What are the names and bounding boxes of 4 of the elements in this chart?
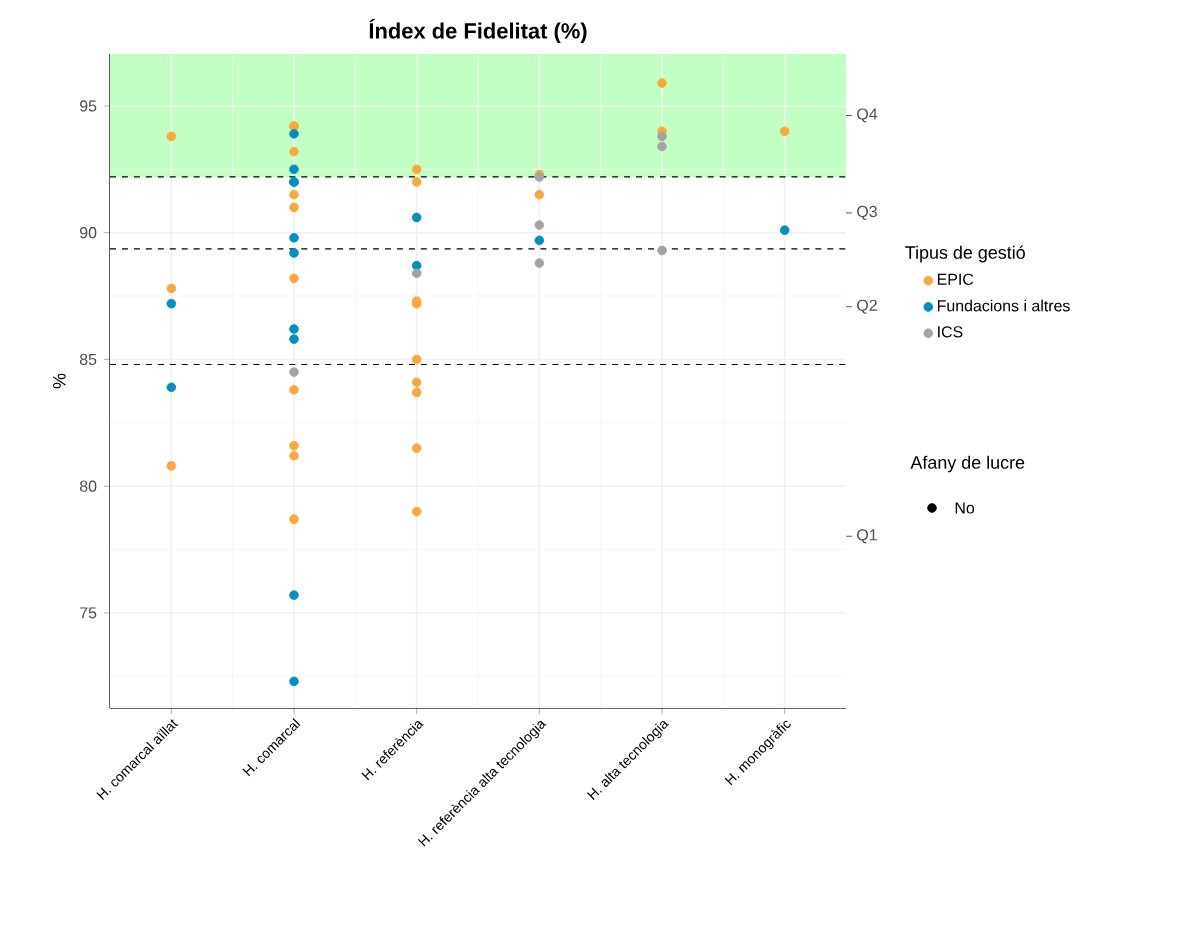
y-axis-title: % [53, 373, 66, 389]
chart-title: Índex de Fidelitat (%) [369, 19, 587, 43]
legend-title: Tipus de gestió [905, 245, 1025, 263]
text: Afany de lucre [910, 455, 1025, 473]
